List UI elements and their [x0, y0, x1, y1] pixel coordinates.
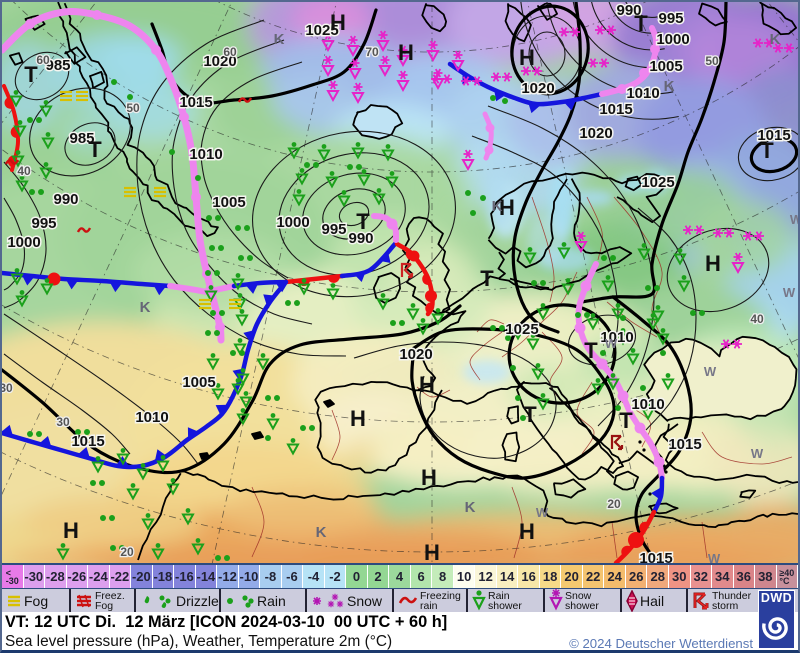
- svg-text:H: H: [330, 10, 346, 35]
- svg-text:40: 40: [750, 312, 764, 326]
- svg-text:985: 985: [45, 57, 70, 74]
- svg-text:1025: 1025: [505, 321, 538, 338]
- svg-text:K: K: [316, 524, 327, 541]
- svg-text:K: K: [140, 299, 151, 316]
- svg-text:995: 995: [658, 10, 683, 27]
- svg-text:W: W: [605, 336, 618, 351]
- svg-text:W: W: [783, 285, 796, 300]
- svg-text:1000: 1000: [656, 31, 689, 48]
- svg-text:1005: 1005: [649, 58, 682, 75]
- svg-text:1005: 1005: [182, 374, 215, 391]
- svg-text:990: 990: [616, 2, 641, 19]
- svg-text:W: W: [790, 212, 798, 227]
- svg-text:1000: 1000: [276, 214, 309, 231]
- svg-text:990: 990: [348, 230, 373, 247]
- svg-text:1015: 1015: [668, 436, 701, 453]
- svg-text:W: W: [708, 551, 721, 563]
- svg-text:1025: 1025: [641, 174, 674, 191]
- svg-text:1015: 1015: [757, 127, 790, 144]
- svg-text:70: 70: [365, 45, 379, 59]
- svg-text:985: 985: [69, 130, 94, 147]
- svg-text:K: K: [492, 198, 503, 215]
- svg-text:H: H: [424, 540, 440, 563]
- svg-text:1010: 1010: [626, 85, 659, 102]
- svg-text:T: T: [523, 402, 537, 427]
- svg-text:T: T: [480, 266, 494, 291]
- svg-text:1010: 1010: [189, 146, 222, 163]
- svg-text:H: H: [519, 45, 535, 70]
- svg-text:1000: 1000: [7, 234, 40, 251]
- svg-text:1025: 1025: [305, 22, 338, 39]
- svg-text:1005: 1005: [212, 194, 245, 211]
- svg-text:60: 60: [36, 53, 50, 67]
- svg-text:T: T: [24, 62, 38, 87]
- svg-text:1015: 1015: [599, 101, 632, 118]
- svg-text:H: H: [519, 519, 535, 544]
- svg-text:T: T: [619, 408, 633, 433]
- svg-text:40: 40: [17, 164, 31, 178]
- svg-text:T: T: [584, 338, 598, 363]
- svg-text:1015: 1015: [71, 433, 104, 450]
- svg-text:1010: 1010: [135, 409, 168, 426]
- svg-text:H: H: [398, 40, 414, 65]
- svg-text:T: T: [634, 11, 648, 36]
- svg-text:K: K: [664, 78, 675, 95]
- svg-text:20: 20: [607, 497, 621, 511]
- svg-text:1015: 1015: [639, 550, 672, 563]
- svg-text:995: 995: [31, 215, 56, 232]
- svg-text:1020: 1020: [399, 346, 432, 363]
- svg-text:H: H: [499, 195, 515, 220]
- svg-text:H: H: [705, 251, 721, 276]
- svg-text:1010: 1010: [631, 396, 664, 413]
- svg-text:1020: 1020: [521, 80, 554, 97]
- svg-text:50: 50: [705, 54, 719, 68]
- svg-text:K: K: [465, 499, 476, 516]
- svg-text:K: K: [770, 31, 781, 48]
- svg-text:1020: 1020: [203, 53, 236, 70]
- svg-text:990: 990: [53, 191, 78, 208]
- svg-text:20: 20: [120, 545, 134, 559]
- svg-text:W: W: [751, 446, 764, 461]
- svg-text:30: 30: [56, 415, 70, 429]
- svg-text:H: H: [419, 372, 435, 397]
- svg-text:T: T: [356, 209, 370, 234]
- svg-text:T: T: [88, 137, 102, 162]
- svg-text:W: W: [536, 505, 549, 520]
- svg-text:H: H: [421, 465, 437, 490]
- svg-text:30: 30: [2, 381, 13, 395]
- svg-text:50: 50: [126, 101, 140, 115]
- svg-text:H: H: [63, 518, 79, 543]
- svg-text:995: 995: [321, 221, 346, 238]
- svg-text:1015: 1015: [179, 94, 212, 111]
- svg-text:W: W: [704, 364, 717, 379]
- svg-text:1010: 1010: [600, 329, 633, 346]
- svg-text:K: K: [274, 31, 285, 48]
- svg-text:1020: 1020: [579, 125, 612, 142]
- svg-text:60: 60: [223, 45, 237, 59]
- svg-text:H: H: [350, 406, 366, 431]
- svg-text:T: T: [760, 138, 774, 163]
